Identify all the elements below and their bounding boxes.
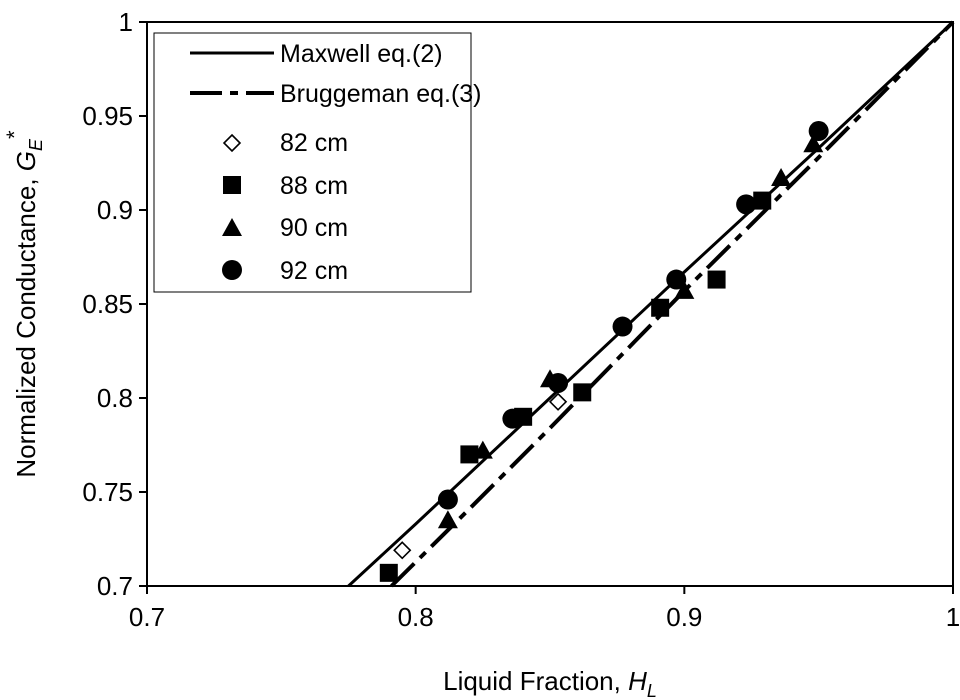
legend-label-88cm: 88 cm bbox=[280, 172, 348, 200]
y-tick-label: 0.75 bbox=[82, 477, 133, 507]
x-axis-title-sub: L bbox=[647, 681, 657, 700]
point-90cm bbox=[437, 510, 458, 529]
point-92cm bbox=[502, 408, 523, 429]
points-layer bbox=[379, 121, 829, 582]
x-tick-label: 0.9 bbox=[666, 602, 702, 632]
bruggeman-line bbox=[390, 20, 955, 588]
point-90cm bbox=[674, 280, 695, 299]
point-92cm bbox=[808, 121, 829, 142]
point-92cm bbox=[612, 316, 633, 337]
legend-label-maxwell: Maxwell eq.(2) bbox=[280, 40, 443, 68]
y-tick-label: 0.85 bbox=[82, 289, 133, 319]
lines-layer bbox=[347, 20, 955, 588]
point-88cm bbox=[460, 445, 479, 464]
y-axis-title-text: Normalized Conductance, bbox=[11, 171, 41, 477]
legend-label-90cm: 90 cm bbox=[280, 214, 348, 242]
legend-marker-90cm bbox=[222, 218, 242, 236]
point-88cm bbox=[753, 191, 772, 210]
x-axis-title-var: H bbox=[628, 666, 647, 696]
legend-marker-88cm bbox=[223, 176, 241, 194]
y-tick-label: 0.9 bbox=[97, 195, 133, 225]
y-axis-title-sup: * bbox=[2, 130, 27, 139]
point-92cm bbox=[437, 489, 458, 510]
y-axis-title: Normalized Conductance, GE* bbox=[2, 130, 46, 478]
point-92cm bbox=[548, 372, 569, 393]
x-axis-title: Liquid Fraction, HL bbox=[443, 666, 657, 700]
legend-marker-82cm bbox=[222, 133, 242, 153]
y-axis-title-var: G bbox=[11, 151, 41, 171]
point-88cm bbox=[651, 298, 670, 317]
ticks-layer: 0.7 0.8 0.9 1 0.7 0.75 0.8 0.85 0.9 0.95 1 bbox=[82, 7, 960, 632]
legend-label-82cm: 82 cm bbox=[280, 129, 348, 157]
y-tick-label: 1 bbox=[119, 7, 133, 37]
point-92cm bbox=[736, 194, 757, 215]
point-88cm bbox=[573, 383, 592, 402]
point-82cm bbox=[393, 541, 412, 560]
legend-label-92cm: 92 cm bbox=[280, 257, 348, 285]
point-82cm bbox=[548, 392, 568, 411]
y-tick-label: 0.8 bbox=[97, 383, 133, 413]
point-88cm bbox=[379, 563, 398, 582]
x-tick-label: 0.8 bbox=[398, 602, 434, 632]
x-tick-label: 0.7 bbox=[129, 602, 165, 632]
y-axis-title-sub: E bbox=[26, 138, 46, 151]
y-tick-label: 0.7 bbox=[97, 571, 133, 601]
legend-marker-92cm bbox=[222, 260, 242, 280]
point-90cm bbox=[803, 134, 824, 153]
x-axis-title-text: Liquid Fraction, bbox=[443, 666, 628, 696]
maxwell-line bbox=[347, 20, 955, 588]
y-tick-label: 0.95 bbox=[82, 101, 133, 131]
point-90cm bbox=[472, 440, 493, 459]
x-tick-label: 1 bbox=[946, 602, 960, 632]
point-90cm bbox=[771, 168, 792, 187]
point-88cm bbox=[707, 270, 726, 289]
point-92cm bbox=[666, 269, 687, 290]
legend-box bbox=[153, 32, 472, 293]
legend-label-bruggeman: Bruggeman eq.(3) bbox=[280, 80, 482, 108]
legend: Maxwell eq.(2) Bruggeman eq.(3) 82 cm 88… bbox=[153, 32, 482, 293]
